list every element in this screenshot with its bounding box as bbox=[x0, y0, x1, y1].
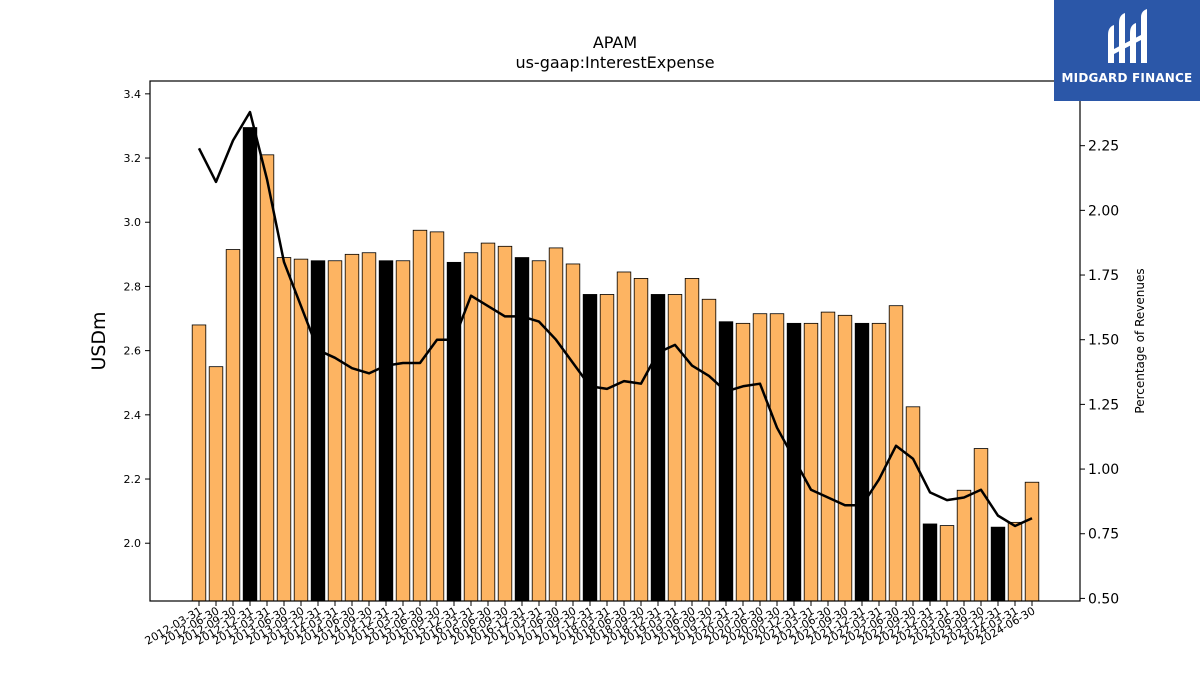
bar bbox=[497, 245, 513, 602]
bar-series bbox=[191, 127, 1040, 602]
bar bbox=[990, 526, 1006, 602]
bar bbox=[1024, 481, 1040, 602]
y-tick-label: 3.0 bbox=[124, 216, 142, 229]
bar bbox=[395, 260, 411, 602]
chart-subtitle: us-gaap:InterestExpense bbox=[515, 53, 714, 72]
bar bbox=[905, 406, 921, 602]
bar bbox=[548, 247, 564, 602]
midgard-logo-icon bbox=[1108, 9, 1147, 63]
x-axis: 2012-03-312012-06-302012-09-302012-12-31… bbox=[143, 601, 1038, 648]
bar bbox=[803, 322, 819, 602]
y2-tick-label: 0.50 bbox=[1088, 591, 1119, 607]
bar bbox=[837, 314, 853, 602]
bar bbox=[1007, 521, 1023, 602]
bar bbox=[582, 294, 598, 602]
y2-axis: 0.50 0.75 1.00 1.25 1.50 1.75 2.00 2.25 bbox=[1080, 139, 1119, 607]
bar bbox=[344, 253, 360, 602]
chart-title: APAM bbox=[593, 33, 637, 52]
line-series bbox=[197, 110, 1033, 528]
y2-tick-label: 1.25 bbox=[1088, 397, 1119, 413]
y2-tick-label: 1.00 bbox=[1088, 462, 1119, 478]
bar bbox=[599, 294, 615, 602]
bar bbox=[616, 271, 632, 602]
y-tick-label: 2.6 bbox=[124, 345, 142, 358]
bar bbox=[242, 127, 258, 602]
bar bbox=[752, 313, 768, 602]
bar bbox=[650, 294, 666, 602]
y2-axis-label: Percentage of Revenues bbox=[1133, 268, 1147, 413]
bar bbox=[191, 324, 207, 602]
y-tick-label: 3.2 bbox=[124, 152, 142, 165]
bar bbox=[735, 322, 751, 602]
bar bbox=[208, 366, 224, 602]
bar bbox=[514, 257, 530, 602]
bar bbox=[259, 154, 275, 602]
y-tick-label: 2.2 bbox=[124, 473, 142, 486]
brand-logo: MIDGARD FINANCE bbox=[1054, 0, 1200, 101]
y2-tick-label: 2.25 bbox=[1088, 139, 1119, 155]
bar bbox=[820, 311, 836, 602]
y-tick-label: 2.4 bbox=[124, 409, 142, 422]
bar bbox=[310, 260, 326, 602]
y2-tick-label: 2.00 bbox=[1088, 203, 1119, 219]
bar bbox=[565, 263, 581, 602]
y-axis-label: USDm bbox=[88, 311, 110, 370]
y-tick-label: 3.4 bbox=[124, 88, 142, 101]
bar bbox=[480, 242, 496, 602]
bar bbox=[412, 229, 428, 602]
bar bbox=[854, 322, 870, 602]
bar bbox=[871, 322, 887, 602]
bar bbox=[378, 260, 394, 602]
y2-tick-label: 1.75 bbox=[1088, 268, 1119, 284]
bar bbox=[684, 278, 700, 602]
bar bbox=[429, 231, 445, 602]
brand-name: MIDGARD FINANCE bbox=[1061, 71, 1193, 85]
y2-tick-label: 1.50 bbox=[1088, 333, 1119, 349]
bar bbox=[531, 260, 547, 602]
bar bbox=[786, 322, 802, 602]
plot-frame bbox=[149, 80, 1081, 602]
bar bbox=[769, 313, 785, 602]
y2-tick-label: 0.75 bbox=[1088, 527, 1119, 543]
bar bbox=[973, 448, 989, 602]
y-axis: 2.0 2.2 2.4 2.6 2.8 3.0 3.2 3.4 bbox=[124, 88, 150, 550]
y-tick-label: 2.0 bbox=[124, 537, 142, 550]
bar bbox=[361, 252, 377, 602]
y-tick-label: 2.8 bbox=[124, 280, 142, 293]
percentage-line bbox=[197, 110, 1033, 528]
bar bbox=[922, 523, 938, 602]
bar bbox=[225, 249, 241, 602]
bar bbox=[939, 525, 955, 602]
bar bbox=[633, 278, 649, 602]
bar bbox=[327, 260, 343, 602]
bar bbox=[701, 298, 717, 602]
bar bbox=[956, 489, 972, 602]
bar bbox=[293, 258, 309, 602]
bar bbox=[446, 261, 462, 602]
bar bbox=[276, 257, 292, 602]
bar bbox=[667, 294, 683, 602]
bar bbox=[718, 321, 734, 602]
